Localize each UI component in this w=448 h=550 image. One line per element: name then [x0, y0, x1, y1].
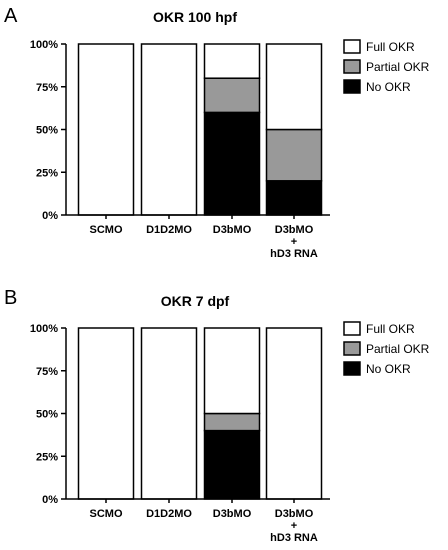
panel-a-bar-4-partial-okr: [265, 128, 323, 182]
panel-b-bar-3-partial-okr: [203, 412, 261, 432]
panel-b-bar-4-full-okr: [265, 327, 323, 500]
panel-b-legend-swatch-partial-okr: [343, 341, 361, 356]
panel-a-category-label-1: SCMO: [90, 224, 123, 236]
panel-b-letter: B: [4, 287, 17, 309]
panel-a-category-label-line: SCMO: [90, 224, 123, 236]
panel-a-legend-label-partial-okr: Partial OKR: [366, 60, 430, 74]
panel-a-category-label-line: D3bMO: [213, 224, 252, 236]
panel-b-y-tick-label: 0%: [42, 494, 58, 506]
panel-b-legend-swatch-full-okr: [343, 321, 361, 336]
panel-a-bar-3-full-okr: [203, 43, 261, 79]
panel-a-y-tick-label: 0%: [42, 210, 58, 222]
panel-b-y-tick-label: 75%: [36, 366, 58, 378]
panel-b-category-label-line: hD3 RNA: [270, 532, 318, 544]
panel-b-y-tick-label: 50%: [36, 409, 58, 421]
panel-a-legend-swatch-partial-okr: [343, 59, 361, 74]
panel-a-bar-3-partial-okr: [203, 77, 261, 114]
panel-b-y-tick-label: 25%: [36, 451, 58, 463]
panel-b-title: OKR 7 dpf: [161, 293, 230, 309]
panel-a-y-tick-label: 50%: [36, 125, 58, 137]
panel-a-y-tick-label: 100%: [30, 39, 58, 51]
panel-b-category-label-line: +: [291, 520, 297, 532]
panel-a-category-label-line: hD3 RNA: [270, 248, 318, 260]
panel-a-category-label-2: D1D2MO: [146, 224, 192, 236]
panel-a-title: OKR 100 hpf: [153, 9, 237, 25]
panel-a-legend-swatch-full-okr: [343, 39, 361, 54]
panel-a-bar-1-full-okr: [77, 43, 135, 216]
panel-a-legend-label-no-okr: No OKR: [366, 80, 411, 94]
panel-b-bar-3-full-okr: [203, 327, 261, 415]
panel-b-legend-label-full-okr: Full OKR: [366, 322, 415, 336]
panel-a-category-label-3: D3bMO: [213, 224, 252, 236]
panel-a-bar-3-no-okr: [203, 111, 261, 216]
panel-b-category-label-line: D3bMO: [213, 508, 252, 520]
panel-b-category-label-line: D1D2MO: [146, 508, 192, 520]
panel-a-legend-label-full-okr: Full OKR: [366, 40, 415, 54]
panel-b-bar-2-full-okr: [140, 327, 198, 500]
panel-a-y-tick-label: 75%: [36, 82, 58, 94]
panel-b-category-label-3: D3bMO: [213, 508, 252, 520]
panel-b-bar-1-full-okr: [77, 327, 135, 500]
panel-a-category-label-line: +: [291, 236, 297, 248]
panel-b-bar-3-no-okr: [203, 429, 261, 500]
panel-a-category-label-line: D3bMO: [275, 224, 314, 236]
panel-b-category-label-line: D3bMO: [275, 508, 314, 520]
panel-a-letter: A: [4, 5, 18, 27]
panel-b-category-label-4: D3bMO + hD3 RNA: [270, 508, 318, 544]
panel-b-y-tick-label: 100%: [30, 323, 58, 335]
panel-b-category-label-2: D1D2MO: [146, 508, 192, 520]
panel-a-bar-4-no-okr: [265, 180, 323, 216]
panel-a-category-label-4: D3bMO + hD3 RNA: [270, 224, 318, 260]
panel-a-legend-swatch-no-okr: [343, 79, 361, 94]
panel-b-legend-label-no-okr: No OKR: [366, 362, 411, 376]
panel-b-category-label-line: SCMO: [90, 508, 123, 520]
panel-a-bar-2-full-okr: [140, 43, 198, 216]
panel-a-y-tick-label: 25%: [36, 167, 58, 179]
panel-b-legend-swatch-no-okr: [343, 361, 361, 376]
panel-a-bar-4-full-okr: [265, 43, 323, 131]
panel-a-category-label-line: D1D2MO: [146, 224, 192, 236]
panel-b-legend-label-partial-okr: Partial OKR: [366, 342, 430, 356]
panel-b-category-label-1: SCMO: [90, 508, 123, 520]
